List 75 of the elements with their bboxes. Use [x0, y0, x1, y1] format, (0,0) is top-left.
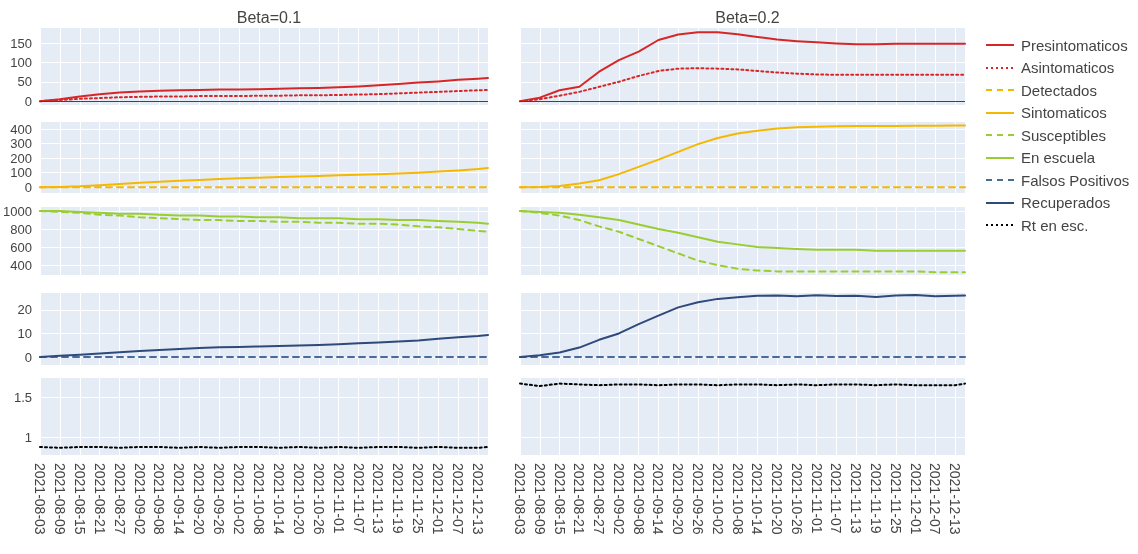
x-tick-label: 2021-10-26 [788, 463, 805, 535]
x-tick-label: 2021-11-01 [330, 463, 347, 534]
legend-label: Sintomaticos [1021, 104, 1107, 122]
x-tick-label: 2021-08-27 [111, 463, 128, 535]
x-tick-label: 2021-08-09 [51, 463, 68, 535]
x-tick-label: 2021-08-03 [32, 463, 48, 535]
x-tick-label: 2021-11-07 [828, 463, 845, 534]
x-tick-label: 2021-10-08 [729, 463, 746, 535]
chart-title: Beta=0.2 [715, 8, 780, 26]
x-tick-label: 2021-10-14 [270, 463, 287, 535]
legend-label: Asintomaticos [1021, 59, 1115, 77]
x-tick-label: 2021-08-21 [571, 463, 588, 535]
x-tick-label: 2021-11-07 [350, 463, 367, 534]
y-tick-label: 1000 [3, 203, 32, 219]
x-tick-label: 2021-08-21 [91, 463, 108, 535]
x-tick-label: 2021-10-08 [251, 463, 268, 535]
x-tick-label: 2021-09-02 [610, 463, 627, 535]
y-tick-label: 600 [10, 239, 32, 255]
legend-label: Rt en esc. [1021, 216, 1089, 234]
y-tick-label: 1 [24, 429, 32, 445]
legend-label: Falsos Positivos [1021, 171, 1130, 189]
x-tick-label: 2021-08-27 [591, 463, 608, 535]
y-tick-label: 50 [17, 74, 32, 90]
x-tick-label: 2021-10-20 [769, 463, 786, 535]
x-tick-label: 2021-12-07 [927, 463, 944, 535]
legend-label: Susceptibles [1021, 126, 1107, 144]
x-tick-label: 2021-09-08 [151, 463, 168, 535]
y-tick-label: 0 [24, 349, 32, 365]
y-tick-label: 150 [10, 35, 32, 51]
y-tick-label: 800 [10, 221, 32, 237]
x-tick-label: 2021-10-02 [709, 463, 726, 535]
x-tick-label: 2021-11-25 [410, 463, 427, 534]
x-tick-label: 2021-12-01 [430, 463, 447, 535]
x-tick-label: 2021-09-14 [171, 463, 188, 535]
y-tick-label: 400 [10, 121, 32, 137]
x-tick-label: 2021-12-13 [470, 463, 487, 535]
x-tick-label: 2021-08-03 [512, 463, 528, 535]
legend-label: En escuela [1021, 149, 1096, 167]
x-tick-label: 2021-11-25 [887, 463, 904, 534]
x-tick-label: 2021-09-26 [211, 463, 228, 535]
x-tick-label: 2021-11-01 [808, 463, 825, 534]
y-tick-label: 300 [10, 136, 32, 152]
y-tick-label: 1.5 [13, 389, 32, 405]
x-tick-label: 2021-08-09 [531, 463, 548, 535]
x-tick-label: 2021-11-13 [370, 463, 387, 534]
x-tick-label: 2021-09-08 [630, 463, 647, 535]
x-tick-label: 2021-11-19 [390, 463, 407, 534]
legend-label: Recuperados [1021, 194, 1111, 212]
y-tick-label: 400 [10, 257, 32, 273]
x-tick-label: 2021-12-07 [450, 463, 467, 535]
y-tick-label: 0 [24, 179, 32, 195]
x-tick-label: 2021-10-02 [231, 463, 248, 535]
x-tick-label: 2021-09-20 [191, 463, 208, 535]
x-tick-label: 2021-09-02 [131, 463, 148, 535]
x-tick-label: 2021-08-15 [71, 463, 88, 535]
y-tick-label: 0 [24, 93, 32, 109]
x-tick-label: 2021-11-13 [848, 463, 865, 534]
x-tick-label: 2021-10-26 [310, 463, 327, 535]
x-tick-label: 2021-10-20 [290, 463, 307, 535]
x-tick-label: 2021-10-14 [749, 463, 766, 535]
x-tick-label: 2021-09-20 [670, 463, 687, 535]
x-tick-label: 2021-09-14 [650, 463, 667, 535]
x-tick-label: 2021-08-15 [551, 463, 568, 535]
y-tick-label: 200 [10, 150, 32, 166]
x-tick-label: 2021-12-13 [947, 463, 964, 535]
legend-label: Detectados [1021, 81, 1097, 99]
x-tick-label: 2021-09-26 [690, 463, 706, 535]
x-tick-label: 2021-12-01 [907, 463, 924, 535]
y-tick-label: 10 [17, 325, 32, 341]
y-tick-label: 100 [10, 165, 32, 181]
x-tick-label: 2021-11-19 [868, 463, 884, 534]
chart-title: Beta=0.1 [236, 8, 302, 26]
y-tick-label: 20 [17, 302, 32, 318]
legend-label: Presintomaticos [1021, 36, 1128, 54]
y-tick-label: 100 [10, 54, 32, 70]
